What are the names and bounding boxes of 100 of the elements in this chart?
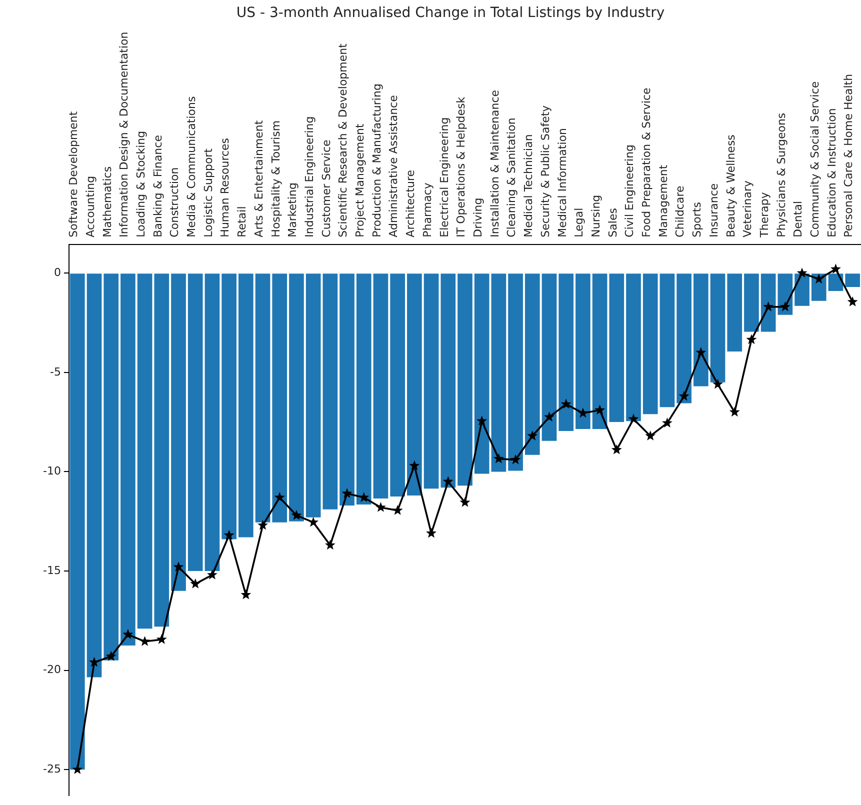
point xyxy=(578,408,588,418)
x-tick-label: Arts & Entertainment xyxy=(252,120,266,238)
point xyxy=(392,504,403,515)
point xyxy=(814,274,824,284)
point xyxy=(712,378,723,389)
point xyxy=(830,264,841,274)
x-tick-label: Education & Instruction xyxy=(825,108,838,238)
x-tick-label: Retail xyxy=(236,206,249,238)
x-tick-label: Therapy xyxy=(758,192,771,238)
point xyxy=(696,347,706,357)
point xyxy=(678,390,690,401)
point xyxy=(156,634,167,644)
point xyxy=(106,650,116,661)
x-tick-label: Community & Social Service xyxy=(808,81,822,238)
x-tick-label: Information Design & Documentation xyxy=(118,32,131,238)
x-tick-label: Banking & Finance xyxy=(151,134,164,238)
x-tick-label: Civil Engineering xyxy=(623,144,636,238)
x-tick-label: Electrical Engineering xyxy=(438,117,451,238)
point xyxy=(729,406,740,417)
point xyxy=(442,476,454,486)
x-tick-label: Media & Communications xyxy=(185,96,198,238)
point xyxy=(409,460,420,470)
x-tick-label: Sales xyxy=(606,208,620,238)
x-tick-label: Marketing xyxy=(286,182,300,238)
x-tick-label: Beauty & Wellness xyxy=(724,134,738,238)
x-tick-label: Veterinary xyxy=(741,180,754,238)
point xyxy=(173,562,184,572)
point xyxy=(72,764,83,774)
point xyxy=(746,334,757,344)
x-tick-label: Human Resources xyxy=(218,138,232,238)
point xyxy=(358,492,370,502)
point xyxy=(89,656,100,667)
x-tick-label: Dental xyxy=(792,200,805,238)
point xyxy=(274,492,285,502)
x-tick-label: Management xyxy=(656,164,670,238)
x-tick-label: Accounting xyxy=(84,176,97,238)
point xyxy=(324,540,336,550)
x-tick-label: Physicians & Surgeons xyxy=(774,112,788,238)
x-tick-label: Customer Service xyxy=(320,140,333,238)
point xyxy=(763,301,774,312)
x-tick-label: Pharmacy xyxy=(420,182,434,238)
point xyxy=(206,569,218,580)
x-tick-label: Production & Manufacturing xyxy=(370,84,384,238)
point xyxy=(224,530,234,540)
x-tick-label: Medical Technician xyxy=(522,134,536,238)
y-tick-label: -15 xyxy=(43,564,61,577)
point xyxy=(510,454,521,464)
x-tick-label: Medical Information xyxy=(556,128,569,238)
point xyxy=(780,301,790,312)
point xyxy=(544,412,554,422)
point xyxy=(426,528,437,538)
x-tick-label: Logistic Support xyxy=(202,148,215,238)
y-tick-label: -5 xyxy=(50,365,61,378)
x-tick-label: Installation & Maintenance xyxy=(488,90,502,238)
x-tick-label: Security & Public Safety xyxy=(538,104,552,238)
point xyxy=(847,296,858,306)
x-tick-label: Personal Care & Home Health xyxy=(842,74,856,238)
point xyxy=(342,488,352,498)
point xyxy=(460,496,470,507)
x-tick-label: Software Development xyxy=(67,110,80,238)
x-tick-label: Architecture xyxy=(404,170,418,238)
point xyxy=(291,510,302,520)
x-tick-label: Scientific Research & Development xyxy=(336,42,350,238)
point xyxy=(190,578,201,588)
x-tick-label: Administrative Assistance xyxy=(387,94,400,238)
x-tick-label: Food Preparation & Service xyxy=(640,87,654,238)
point xyxy=(240,589,252,600)
x-tick-label: Cleaning & Sanitation xyxy=(505,118,518,238)
point xyxy=(611,444,622,454)
point xyxy=(375,502,386,512)
x-tick-label: Loading & Stocking xyxy=(134,130,148,238)
x-tick-label: Industrial Engineering xyxy=(302,116,316,238)
point xyxy=(258,520,268,530)
x-tick-label: Driving xyxy=(471,198,484,238)
y-tick-label: 0 xyxy=(54,266,61,279)
point xyxy=(662,418,672,428)
y-tick-label: -10 xyxy=(43,464,61,478)
x-tick-label: Mathematics xyxy=(100,166,114,238)
x-tick-label: Sports xyxy=(690,202,704,238)
point xyxy=(476,416,488,426)
y-tick-label: -25 xyxy=(43,762,61,776)
x-tick-label: Construction xyxy=(168,167,182,238)
x-tick-label: Insurance xyxy=(707,183,720,238)
y-tick-label: -20 xyxy=(43,663,61,676)
point xyxy=(645,430,656,440)
x-tick-label: IT Operations & Helpdesk xyxy=(454,96,468,238)
x-tick-label: Legal xyxy=(572,208,586,238)
point xyxy=(140,636,150,646)
point xyxy=(560,398,572,409)
x-tick-label: Project Management xyxy=(354,123,367,238)
point xyxy=(493,453,504,464)
x-tick-label: Nursing xyxy=(589,194,602,238)
point xyxy=(308,516,319,527)
x-tick-label: Hospitality & Tourism xyxy=(269,120,282,238)
chart-title: US - 3-month Annualised Change in Total Listings by Industry xyxy=(236,5,665,22)
point xyxy=(796,268,808,278)
point xyxy=(122,629,134,639)
point xyxy=(527,430,538,440)
point xyxy=(628,414,639,424)
x-tick-label: Childcare xyxy=(674,186,687,238)
